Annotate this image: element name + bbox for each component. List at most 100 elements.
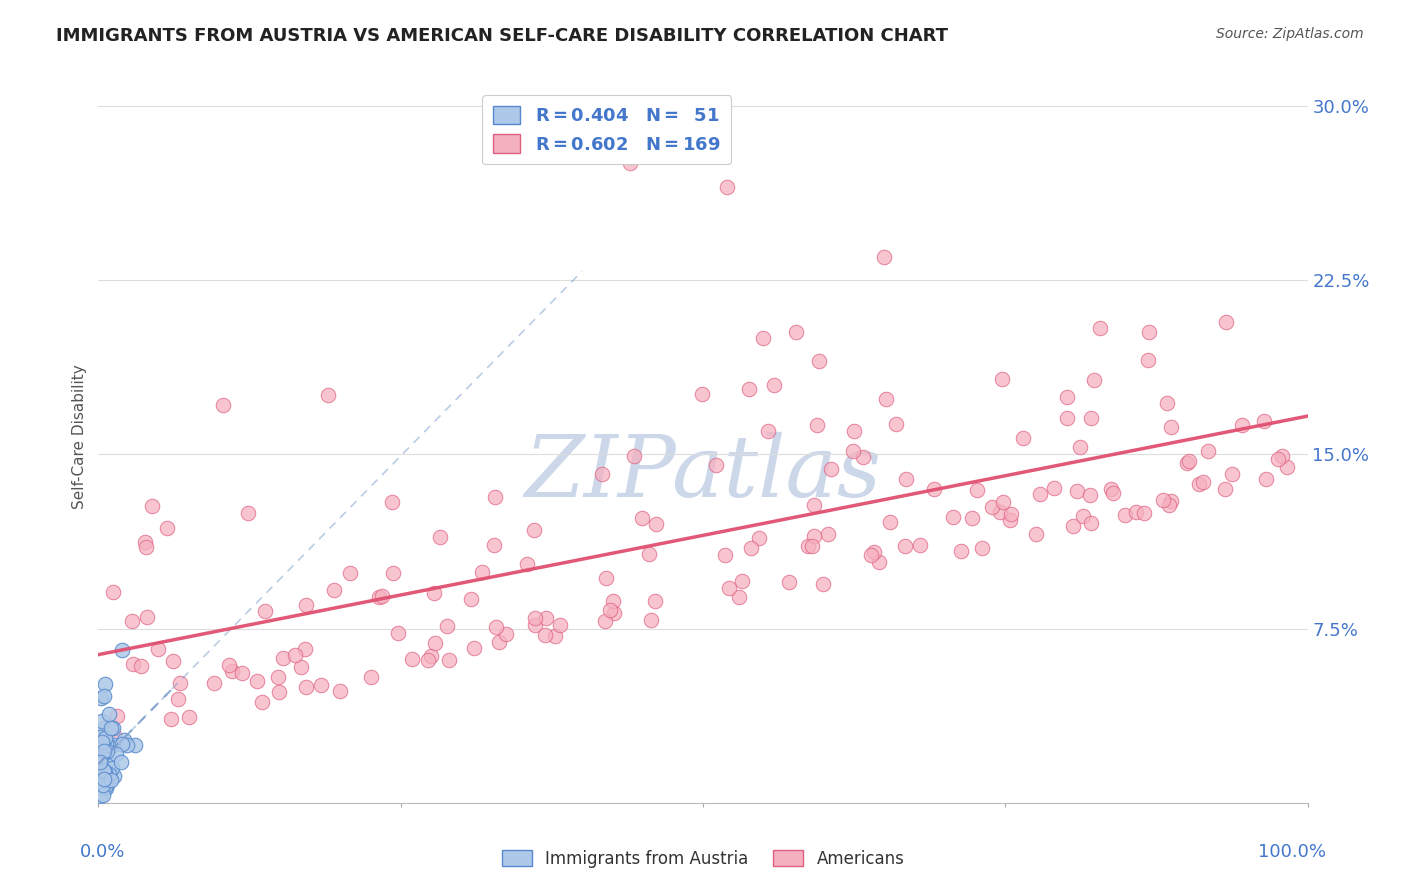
Text: 0.0%: 0.0%	[80, 843, 125, 861]
Point	[97, 707, 120, 722]
Point	[1253, 414, 1275, 428]
Point	[93, 772, 115, 787]
Point	[100, 772, 122, 787]
Point	[167, 691, 190, 706]
Point	[908, 538, 931, 552]
Point	[991, 494, 1014, 508]
Point	[807, 354, 830, 368]
Point	[1137, 352, 1160, 367]
Point	[94, 770, 117, 784]
Point	[941, 510, 963, 524]
Point	[100, 757, 122, 772]
Point	[1099, 482, 1122, 496]
Point	[1080, 516, 1102, 530]
Point	[101, 738, 124, 752]
Point	[544, 630, 567, 644]
Point	[756, 425, 779, 439]
Point	[134, 534, 156, 549]
Point	[690, 386, 713, 401]
Point	[495, 627, 517, 641]
Legend: $\mathbf{R = 0.404}$   $\mathbf{N = \ \ 51}$, $\mathbf{R = 0.602}$   $\mathbf{N : $\mathbf{R = 0.404}$ $\mathbf{N = \ \ 51…	[482, 95, 731, 164]
Point	[267, 670, 290, 684]
Point	[295, 681, 318, 695]
Point	[221, 664, 243, 678]
Point	[873, 250, 896, 264]
Point	[704, 458, 727, 473]
Point	[401, 652, 423, 666]
Point	[1271, 449, 1294, 463]
Point	[89, 789, 111, 803]
Point	[966, 483, 988, 498]
Point	[1254, 472, 1277, 486]
Point	[156, 520, 179, 534]
Point	[90, 691, 112, 706]
Point	[988, 506, 1011, 520]
Point	[1197, 444, 1219, 458]
Point	[252, 695, 274, 709]
Point	[1213, 482, 1236, 496]
Point	[548, 618, 571, 632]
Point	[1029, 487, 1052, 501]
Point	[94, 737, 117, 751]
Point	[89, 730, 111, 744]
Point	[1056, 411, 1078, 425]
Point	[253, 604, 276, 618]
Point	[105, 709, 128, 723]
Point	[644, 594, 666, 608]
Point	[93, 690, 115, 704]
Point	[591, 467, 613, 481]
Point	[785, 326, 807, 340]
Point	[1220, 467, 1243, 481]
Point	[416, 653, 439, 667]
Point	[1083, 373, 1105, 387]
Point	[463, 640, 485, 655]
Point	[91, 763, 114, 777]
Point	[762, 378, 785, 392]
Point	[1080, 411, 1102, 425]
Point	[1175, 456, 1198, 470]
Point	[1267, 452, 1289, 467]
Point	[284, 648, 307, 662]
Point	[820, 462, 842, 476]
Point	[863, 545, 886, 559]
Point	[202, 676, 225, 690]
Point	[437, 652, 460, 666]
Point	[111, 643, 134, 657]
Point	[294, 641, 316, 656]
Point	[851, 450, 873, 464]
Point	[112, 733, 135, 747]
Point	[90, 773, 112, 788]
Point	[98, 766, 121, 780]
Point	[318, 388, 340, 402]
Point	[420, 648, 443, 663]
Point	[103, 728, 125, 742]
Point	[972, 541, 994, 555]
Point	[748, 531, 770, 545]
Point	[1160, 493, 1182, 508]
Point	[429, 530, 451, 544]
Point	[159, 712, 181, 726]
Point	[1000, 507, 1022, 521]
Point	[484, 490, 506, 504]
Point	[381, 495, 404, 509]
Point	[630, 510, 652, 524]
Point	[1188, 477, 1211, 491]
Point	[93, 731, 115, 745]
Point	[271, 651, 294, 665]
Point	[94, 780, 117, 795]
Point	[922, 482, 945, 496]
Point	[1160, 420, 1182, 434]
Point	[523, 611, 546, 625]
Point	[89, 756, 111, 770]
Point	[91, 737, 114, 751]
Point	[800, 539, 823, 553]
Point	[169, 676, 191, 690]
Point	[886, 417, 908, 431]
Point	[370, 589, 392, 603]
Point	[101, 761, 124, 775]
Point	[842, 444, 865, 458]
Point	[879, 515, 901, 529]
Point	[360, 670, 382, 684]
Point	[533, 628, 555, 642]
Point	[718, 581, 741, 595]
